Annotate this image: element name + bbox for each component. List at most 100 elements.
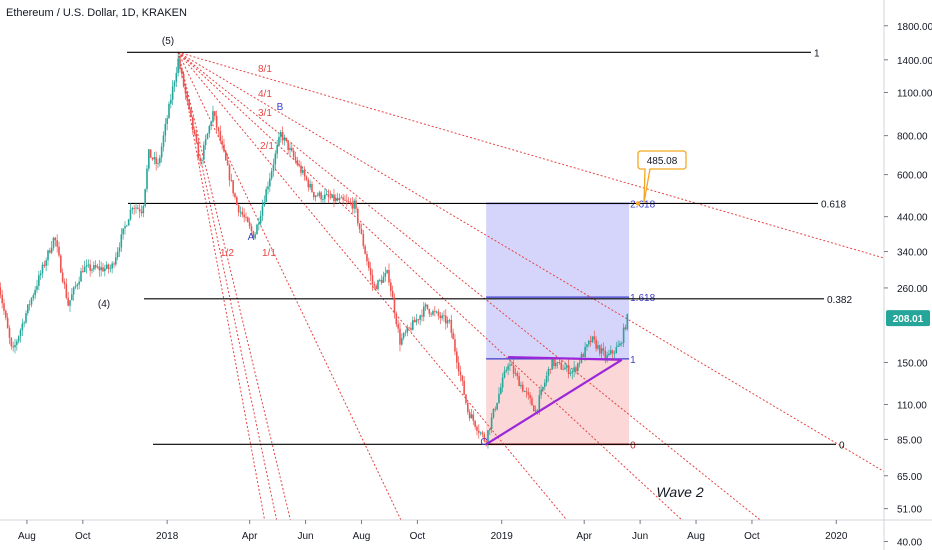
gann-fan-label: 2/1 bbox=[260, 141, 274, 152]
candle-body bbox=[151, 157, 154, 160]
candle-body bbox=[19, 330, 22, 337]
candle-body bbox=[313, 192, 315, 198]
horizontal-level-label: 1 bbox=[814, 48, 820, 59]
candle-body bbox=[175, 72, 178, 82]
price-callout-dot bbox=[635, 201, 641, 206]
candle-body bbox=[314, 195, 317, 198]
price-tick-label: 150.00 bbox=[897, 358, 928, 369]
candle-body bbox=[336, 197, 339, 201]
candle-body bbox=[408, 327, 410, 329]
candle-body bbox=[21, 323, 24, 331]
wave-label: C bbox=[480, 437, 487, 448]
candle-body bbox=[164, 123, 167, 136]
candle-body bbox=[50, 247, 53, 253]
candle-body bbox=[0, 287, 2, 295]
candle-body bbox=[71, 294, 73, 301]
price-tick-label: 65.00 bbox=[897, 472, 922, 483]
candle-body bbox=[181, 68, 183, 74]
candle-body bbox=[538, 395, 541, 410]
candle-body bbox=[83, 266, 86, 273]
candle-body bbox=[294, 156, 297, 161]
price-tick-label: 40.00 bbox=[897, 538, 922, 549]
candle-body bbox=[472, 414, 475, 421]
candle-body bbox=[8, 328, 11, 338]
candle-body bbox=[498, 393, 500, 403]
candle-body bbox=[87, 264, 90, 266]
candle-body bbox=[355, 200, 357, 209]
candle-body bbox=[412, 320, 414, 330]
candle-body bbox=[212, 111, 214, 122]
candle-body bbox=[232, 180, 234, 194]
candle-body bbox=[324, 194, 326, 200]
candle-body bbox=[617, 345, 619, 348]
candle-body bbox=[406, 327, 409, 333]
candle-body bbox=[325, 194, 328, 195]
candle-body bbox=[558, 362, 561, 363]
candle-body bbox=[518, 376, 520, 387]
candle-body bbox=[252, 231, 255, 239]
time-tick-label: 2020 bbox=[825, 531, 848, 542]
candle-body bbox=[446, 320, 449, 324]
candle-body bbox=[465, 394, 467, 403]
price-tick-label: 440.00 bbox=[897, 213, 928, 224]
candle-body bbox=[5, 310, 7, 318]
candle-body bbox=[432, 311, 434, 315]
candle-body bbox=[153, 157, 156, 160]
price-callout-text: 485.08 bbox=[647, 156, 678, 167]
candle-body bbox=[461, 375, 464, 381]
candle-body bbox=[67, 297, 69, 306]
candle-body bbox=[575, 367, 577, 371]
time-tick-label: Aug bbox=[687, 531, 705, 542]
candle-body bbox=[562, 369, 564, 371]
candle-body bbox=[380, 279, 383, 283]
candle-body bbox=[85, 265, 88, 267]
candle-body bbox=[28, 304, 31, 306]
candle-body bbox=[452, 332, 454, 340]
candle-body bbox=[316, 195, 319, 197]
price-axis[interactable]: 1800.00 1400.00 1100.00 800.00 600.00 440.00 3… bbox=[884, 22, 932, 549]
candle-body bbox=[236, 197, 238, 206]
time-tick-label: 2019 bbox=[491, 531, 514, 542]
candle-body bbox=[263, 201, 266, 206]
price-tick-label: 340.00 bbox=[897, 248, 928, 259]
candle-body bbox=[441, 315, 443, 319]
candle-body bbox=[267, 186, 269, 190]
candle-body bbox=[369, 268, 372, 275]
candle-body bbox=[485, 441, 487, 443]
candle-body bbox=[331, 194, 333, 198]
candle-body bbox=[593, 336, 596, 340]
candle-body bbox=[479, 432, 482, 434]
candle-body bbox=[410, 327, 412, 330]
candle-body bbox=[217, 127, 220, 131]
candle-body bbox=[620, 342, 623, 344]
candle-body bbox=[496, 402, 498, 410]
candle-body bbox=[247, 217, 249, 223]
candle-body bbox=[54, 237, 57, 241]
candle-body bbox=[329, 196, 332, 198]
candle-body bbox=[291, 147, 293, 151]
candle-body bbox=[435, 311, 438, 313]
candle-body bbox=[25, 313, 27, 323]
candle-body bbox=[289, 147, 291, 151]
time-axis[interactable]: Aug Oct 2018 Apr Jun Aug Oct 2019 Apr Jun Aug Oct 20… bbox=[18, 520, 848, 542]
candle-body bbox=[219, 130, 222, 141]
candle-body bbox=[554, 362, 557, 367]
candle-body bbox=[281, 132, 284, 141]
time-tick-label: Jun bbox=[297, 531, 313, 542]
price-tick-label: 800.00 bbox=[897, 132, 928, 143]
candle-body bbox=[298, 165, 300, 166]
candle-body bbox=[567, 365, 570, 375]
candle-body bbox=[155, 157, 157, 165]
candle-body bbox=[186, 93, 189, 101]
candle-body bbox=[549, 368, 552, 370]
candle-body bbox=[353, 200, 355, 209]
candle-body bbox=[56, 240, 58, 247]
candle-body bbox=[201, 159, 203, 161]
candle-body bbox=[82, 271, 84, 273]
candle-body bbox=[516, 373, 519, 377]
candle-body bbox=[547, 368, 550, 376]
last-price-text: 208.01 bbox=[893, 314, 924, 325]
time-tick-label: 2018 bbox=[156, 531, 179, 542]
candle-body bbox=[382, 276, 385, 283]
candle-body bbox=[12, 346, 14, 348]
